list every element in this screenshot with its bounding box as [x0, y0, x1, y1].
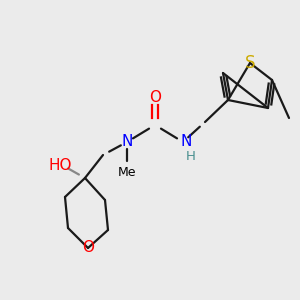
- Text: O: O: [82, 241, 94, 256]
- Text: H: H: [186, 149, 196, 163]
- Text: N: N: [180, 134, 192, 149]
- Text: Me: Me: [118, 166, 136, 178]
- Text: O: O: [149, 91, 161, 106]
- Text: S: S: [245, 54, 255, 72]
- Text: HO: HO: [48, 158, 72, 172]
- Text: N: N: [121, 134, 133, 149]
